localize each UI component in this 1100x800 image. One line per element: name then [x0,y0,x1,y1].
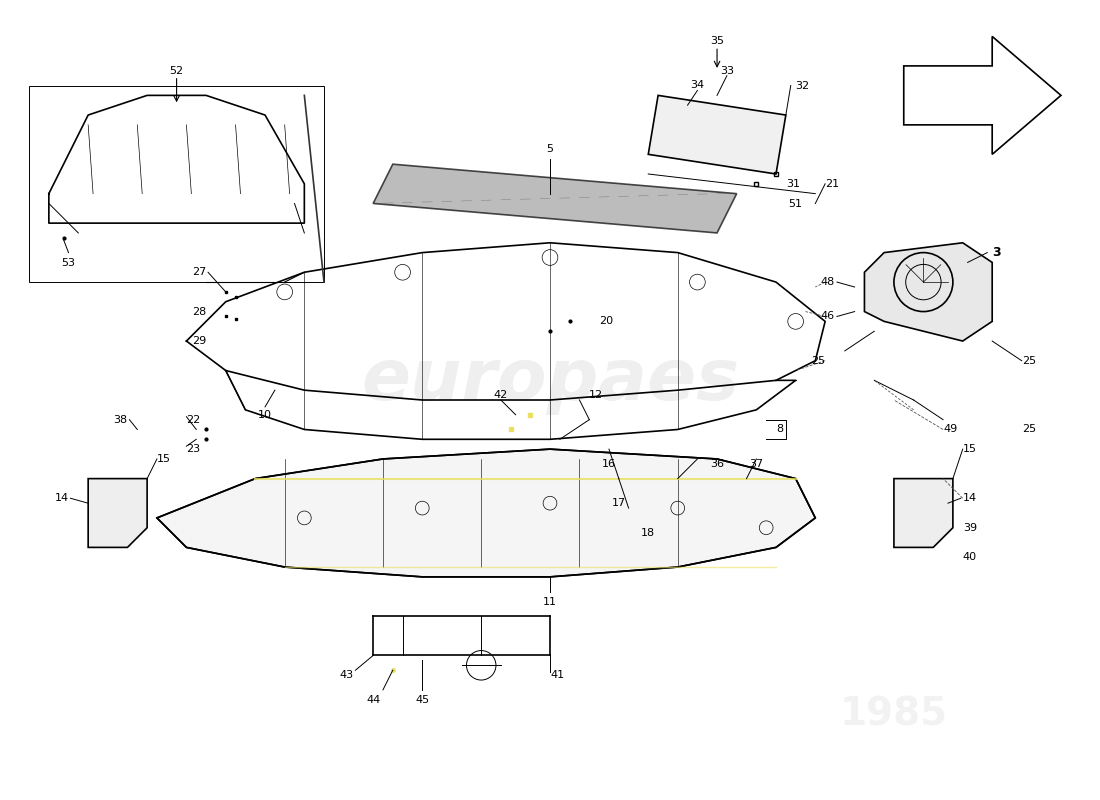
Text: 37: 37 [749,459,763,469]
Text: 5: 5 [547,144,553,154]
Text: 49: 49 [943,425,957,434]
Text: 45: 45 [415,694,429,705]
Text: a part for parts: a part for parts [434,484,666,513]
Text: 36: 36 [710,459,724,469]
Text: 34: 34 [691,81,704,90]
Text: 25: 25 [1022,425,1036,434]
Text: 16: 16 [602,459,616,469]
Text: 22: 22 [186,414,200,425]
Text: 40: 40 [962,552,977,562]
Text: europaes: europaes [361,346,739,415]
Text: 12: 12 [590,390,604,400]
Polygon shape [88,478,147,547]
Text: 21: 21 [825,179,839,189]
Text: 48: 48 [821,277,835,287]
Text: 52: 52 [169,66,184,76]
Text: 31: 31 [785,179,800,189]
Text: 10: 10 [258,410,272,420]
Text: 11: 11 [543,597,557,606]
Text: 43: 43 [339,670,353,680]
Text: 51: 51 [789,198,803,209]
Text: 28: 28 [191,306,206,317]
Text: 14: 14 [54,494,68,503]
Text: 17: 17 [612,498,626,508]
Text: 18: 18 [641,528,656,538]
Text: 8: 8 [776,425,783,434]
Text: 25: 25 [811,356,825,366]
Text: 41: 41 [550,670,564,680]
Text: 42: 42 [494,390,508,400]
Polygon shape [157,449,815,577]
Text: 44: 44 [366,694,381,705]
Text: 3: 3 [992,246,1001,259]
Polygon shape [648,95,785,174]
Text: 15: 15 [157,454,170,464]
Text: 38: 38 [113,414,128,425]
Text: 25: 25 [1022,356,1036,366]
Text: 1985: 1985 [840,695,948,734]
Text: 20: 20 [600,316,614,326]
Text: 35: 35 [710,36,724,46]
Text: 29: 29 [191,336,206,346]
Polygon shape [373,164,737,233]
Text: 27: 27 [191,267,206,278]
Polygon shape [865,242,992,341]
Text: 32: 32 [795,81,810,90]
Text: 15: 15 [962,444,977,454]
Text: 53: 53 [62,258,76,267]
Text: 39: 39 [962,522,977,533]
Text: 46: 46 [821,311,835,322]
Text: 14: 14 [962,494,977,503]
Polygon shape [894,478,953,547]
Text: 23: 23 [186,444,200,454]
Text: 33: 33 [719,66,734,76]
